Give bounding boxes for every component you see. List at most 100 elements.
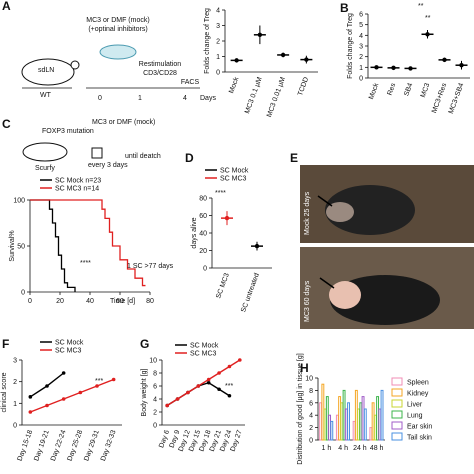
legend-label: SC MC3: [55, 348, 82, 355]
legend-label: SC Mock: [220, 168, 249, 175]
marker: [217, 387, 221, 392]
marker: [165, 403, 169, 408]
axis: [29, 200, 150, 293]
x-tick-label: Day 19-21: [33, 429, 51, 462]
bar: [371, 402, 375, 441]
marker: [28, 410, 33, 414]
dot: [408, 66, 413, 71]
legend-label: SC Mock: [190, 343, 219, 350]
bar: [344, 408, 348, 441]
timeline-0: 0: [98, 95, 102, 102]
marker: [61, 397, 66, 401]
panel-letter: H: [300, 361, 309, 375]
panel-letter: A: [2, 0, 11, 13]
axis: [211, 198, 272, 269]
y-tick-label: 6: [359, 12, 363, 19]
bar: [328, 414, 332, 441]
y-tick-label: 0: [309, 438, 313, 445]
strain-label: Scurfy: [35, 165, 55, 172]
bar: [342, 389, 346, 441]
annotation: **: [418, 3, 424, 10]
mouse-head: [325, 185, 415, 235]
y-tick-label: 100: [13, 198, 25, 205]
y-tick-label: 0: [359, 76, 363, 83]
marker: [206, 380, 211, 385]
restim-detail: CD3/CD28: [143, 70, 177, 77]
dot: [425, 32, 430, 37]
bar: [335, 414, 339, 441]
schedule-label: every 3 days: [88, 162, 128, 169]
marker: [78, 390, 83, 395]
marker: [186, 390, 190, 395]
survival-line: [30, 199, 146, 287]
x-tick-label: Mock: [228, 76, 240, 95]
x-tick-label: MC3 0.01 µM: [266, 76, 287, 118]
inhibitors-label: (+optinal inhibitors): [88, 26, 147, 33]
y-tick-label: 3: [216, 23, 220, 30]
marker: [175, 397, 180, 401]
marker: [95, 384, 99, 388]
x-tick-label: TCDD: [297, 76, 310, 97]
y-tick-label: 20: [199, 248, 207, 255]
legend-label: Lung: [407, 413, 423, 420]
x-tick-label: Day 32-33: [100, 429, 118, 462]
y-tick-label: 10: [149, 358, 157, 365]
x-tick-label: SC MC3: [215, 272, 231, 299]
x-tick-label: 40: [86, 298, 94, 305]
dot: [459, 62, 464, 68]
y-tick-label: 4: [153, 397, 157, 404]
legend-swatch: [391, 421, 403, 430]
bar: [369, 427, 373, 441]
y-tick-label: 0: [203, 266, 207, 273]
x-tick-label: MC3: [420, 82, 432, 98]
treatment-label: MC3 or DMF (mock): [92, 119, 155, 126]
bar: [347, 402, 350, 441]
annotation: 1 SC >77 days: [127, 263, 174, 270]
bar: [359, 402, 363, 441]
mouse-icon: [21, 58, 75, 86]
x-tick-label: SC untreated: [240, 272, 261, 313]
annotation: ****: [215, 190, 226, 197]
x-tick-label: 48 h: [370, 445, 384, 452]
marker: [196, 384, 201, 388]
timeline-1: 1: [138, 95, 142, 102]
bar: [321, 383, 325, 441]
bar: [319, 402, 323, 441]
y-axis-label: clinical score: [1, 372, 8, 412]
x-tick-label: MC3+Res: [431, 82, 448, 114]
x-tick-label: MC3 0.1 µM: [244, 76, 264, 115]
treatment-label: MC3 or DMF (mock): [86, 17, 149, 24]
legend-label: Ear skin: [407, 424, 432, 431]
panel-letter: E: [290, 151, 298, 165]
legend-label: Kidney: [407, 391, 429, 398]
mouse-icon: [22, 142, 68, 162]
bar: [363, 408, 367, 441]
marker: [227, 364, 232, 369]
y-axis-label: Survival%: [9, 230, 16, 261]
y-tick-label: 8: [153, 371, 157, 378]
y-tick-label: 3: [13, 358, 17, 365]
timeline-4: 4: [183, 95, 187, 102]
ear-lesion: [326, 202, 354, 222]
bar: [330, 420, 334, 441]
y-tick-label: 4: [359, 33, 363, 40]
x-tick-label: Res: [387, 82, 398, 97]
legend-label: SC MC3: [190, 351, 217, 358]
marker: [206, 377, 211, 382]
photo-label: Mock 25 days: [304, 191, 311, 235]
x-tick-label: Day 15-18: [17, 429, 35, 462]
y-tick-label: 1: [13, 401, 17, 408]
dot: [224, 215, 230, 221]
y-tick-label: 0: [13, 423, 17, 430]
series-line: [30, 378, 114, 413]
axis: [224, 10, 318, 73]
bar: [340, 402, 344, 441]
arrow: [319, 277, 335, 289]
legend-label: SC Mock n=23: [55, 178, 101, 185]
y-tick-label: 3: [359, 44, 363, 51]
x-tick-label: 20: [56, 298, 64, 305]
y-tick-label: 0: [21, 290, 25, 297]
legend-label: Tail skin: [407, 435, 432, 442]
photo-label: MC3 60 days: [304, 280, 311, 322]
